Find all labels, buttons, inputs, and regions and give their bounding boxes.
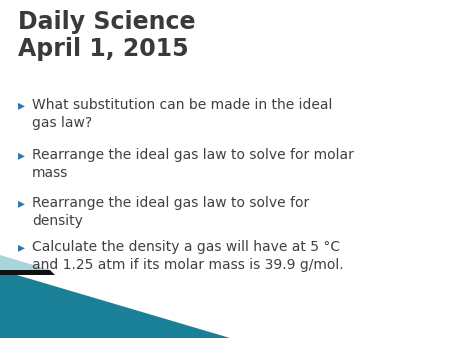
Polygon shape: [0, 255, 50, 270]
Text: ▸: ▸: [18, 196, 25, 210]
Polygon shape: [0, 270, 230, 338]
Polygon shape: [0, 270, 55, 275]
Text: What substitution can be made in the ideal
gas law?: What substitution can be made in the ide…: [32, 98, 333, 130]
Text: ▸: ▸: [18, 148, 25, 162]
Text: Calculate the density a gas will have at 5 °C
and 1.25 atm if its molar mass is : Calculate the density a gas will have at…: [32, 240, 344, 272]
Text: Rearrange the ideal gas law to solve for molar
mass: Rearrange the ideal gas law to solve for…: [32, 148, 354, 180]
Text: ▸: ▸: [18, 240, 25, 254]
Text: Daily Science
April 1, 2015: Daily Science April 1, 2015: [18, 10, 195, 61]
Text: Rearrange the ideal gas law to solve for
density: Rearrange the ideal gas law to solve for…: [32, 196, 309, 228]
Text: ▸: ▸: [18, 98, 25, 112]
